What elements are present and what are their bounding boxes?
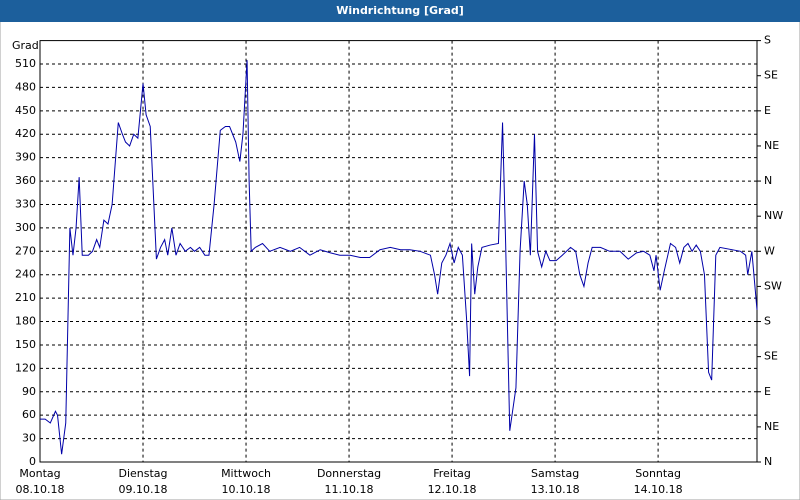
y-tick-label: 390	[15, 151, 36, 164]
y2-tick-label: SE	[764, 69, 778, 82]
y2-tick-label: SE	[764, 350, 778, 363]
x-tick-label: Freitag	[433, 467, 471, 480]
y2-tick-label: NE	[764, 420, 779, 433]
y-tick-label: 90	[22, 385, 36, 398]
y-tick-label: 300	[15, 221, 36, 234]
y2-tick-label: SW	[764, 279, 782, 292]
y2-tick-label: S	[764, 34, 771, 47]
y2-tick-label: W	[764, 244, 775, 257]
y2-tick-label: E	[764, 385, 771, 398]
title-bar	[0, 0, 800, 22]
x-tick-label: Sonntag	[635, 467, 681, 480]
y-tick-label: 180	[15, 315, 36, 328]
x-tick-date: 08.10.18	[16, 483, 65, 496]
y2-tick-label: E	[764, 104, 771, 117]
x-tick-date: 11.10.18	[325, 483, 374, 496]
y-tick-label: 330	[15, 197, 36, 210]
chart-title: Windrichtung [Grad]	[336, 4, 464, 17]
x-tick-date: 12.10.18	[428, 483, 477, 496]
y-tick-label: 150	[15, 338, 36, 351]
y-tick-label: 510	[15, 57, 36, 70]
x-tick-date: 13.10.18	[531, 483, 580, 496]
y2-tick-label: NW	[764, 209, 783, 222]
x-tick-label: Mittwoch	[221, 467, 271, 480]
data-line	[40, 60, 758, 455]
y-tick-label: 210	[15, 291, 36, 304]
y-tick-label: 360	[15, 174, 36, 187]
x-tick-label: Donnerstag	[317, 467, 381, 480]
y-axis-label: Grad	[12, 39, 39, 52]
y-tick-label: 450	[15, 104, 36, 117]
plot-area	[39, 40, 758, 463]
y-tick-label: 120	[15, 361, 36, 374]
x-tick-label: Dienstag	[118, 467, 167, 480]
y-tick-label: 60	[22, 408, 36, 421]
y2-tick-label: N	[764, 174, 772, 187]
y-tick-label: 420	[15, 127, 36, 140]
x-tick-label: Montag	[19, 467, 60, 480]
x-tick-date: 10.10.18	[222, 483, 271, 496]
y-tick-label: 240	[15, 268, 36, 281]
y-tick-label: 480	[15, 80, 36, 93]
x-tick-date: 09.10.18	[119, 483, 168, 496]
y2-tick-label: NE	[764, 139, 779, 152]
y2-tick-label: N	[764, 455, 772, 468]
x-tick-label: Samstag	[531, 467, 579, 480]
y2-tick-label: S	[764, 315, 771, 328]
x-tick-date: 14.10.18	[634, 483, 683, 496]
y-tick-label: 0	[29, 455, 36, 468]
y-tick-label: 270	[15, 244, 36, 257]
y-tick-label: 30	[22, 432, 36, 445]
